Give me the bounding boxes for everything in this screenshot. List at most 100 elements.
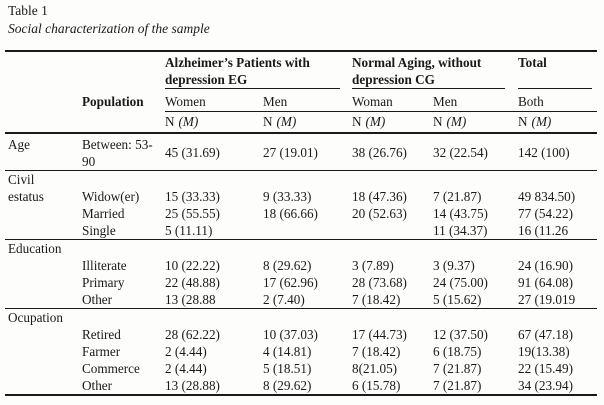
empty-cell bbox=[518, 309, 597, 327]
measure-cell: N (M) bbox=[433, 111, 519, 134]
value-cell: 27 (19.019 bbox=[518, 291, 598, 309]
section-label-row: Education bbox=[5, 239, 597, 309]
value-cell bbox=[263, 222, 352, 240]
value-cell: 8(21.05) bbox=[352, 361, 398, 376]
category-cell: Single bbox=[82, 222, 165, 240]
empty-cell bbox=[5, 93, 82, 112]
value-cell: 45 (31.69) bbox=[165, 133, 263, 171]
table-row: Illiterate 10 (22.22) 8 (29.62) 3 (7.89)… bbox=[5, 257, 597, 274]
value-cell: 6 (18.75) bbox=[433, 344, 482, 359]
table-row: Married 25 (55.55) 18 (66.66) 20 (52.63)… bbox=[5, 205, 597, 222]
value-cell: 34 (23.94) bbox=[518, 377, 598, 396]
empty-cell bbox=[165, 309, 263, 327]
empty-cell bbox=[263, 171, 352, 189]
group-header-cg: Normal Aging, without depression CG bbox=[352, 54, 506, 89]
column-header-cg-woman: Woman bbox=[352, 93, 433, 112]
value-cell: 67 (47.18) bbox=[518, 327, 573, 342]
value-cell: 7 (18.42) bbox=[352, 291, 433, 309]
value-cell bbox=[352, 222, 433, 240]
measure-m: (M) bbox=[446, 114, 467, 129]
value-cell: 8 (29.62) bbox=[263, 258, 312, 273]
measure-n: N bbox=[433, 114, 443, 129]
category-cell: Other bbox=[82, 291, 165, 309]
empty-cell bbox=[5, 111, 82, 134]
sample-characterization-table: Alzheimer’s Patients with depression EG … bbox=[5, 50, 598, 396]
table-number: Table 1 bbox=[8, 3, 48, 18]
value-cell: 7 (18.42) bbox=[352, 344, 401, 359]
measure-m: (M) bbox=[276, 114, 297, 129]
measure-n: N bbox=[263, 114, 273, 129]
value-cell: 49 834.50) bbox=[518, 189, 576, 204]
value-cell: 142 (100) bbox=[518, 133, 598, 171]
section-label: Age bbox=[5, 133, 82, 171]
value-cell: 19(13.38) bbox=[518, 344, 570, 359]
section-label-row: Civil estatus bbox=[5, 170, 597, 240]
value-cell: 5 (15.62) bbox=[433, 291, 519, 309]
measure-m: (M) bbox=[365, 114, 386, 129]
empty-cell bbox=[518, 171, 597, 189]
value-cell: 4 (14.81) bbox=[263, 344, 312, 359]
value-cell: 5 (18.51) bbox=[263, 361, 312, 376]
section-label: Ocupation bbox=[5, 308, 82, 396]
group-header-total: Total bbox=[518, 54, 593, 89]
empty-cell bbox=[433, 171, 518, 189]
category-cell: Primary bbox=[82, 275, 125, 290]
group-header-eg: Alzheimer’s Patients with depression EG bbox=[165, 54, 340, 89]
measure-m: (M) bbox=[531, 114, 552, 129]
value-cell: 3 (7.89) bbox=[352, 258, 394, 273]
value-cell: 13 (28.88) bbox=[165, 377, 263, 396]
population-label: Population bbox=[82, 94, 144, 109]
empty-cell bbox=[165, 240, 263, 258]
table-row: Commerce 2 (4.44) 5 (18.51) 8(21.05) 7 (… bbox=[5, 360, 597, 377]
empty-cell bbox=[263, 309, 352, 327]
value-cell: 18 (47.36) bbox=[352, 189, 407, 204]
value-cell: 24 (75.00) bbox=[433, 275, 488, 290]
measure-row: N (M) N (M) N (M) N (M) N (M) bbox=[5, 111, 598, 134]
empty-cell bbox=[263, 240, 352, 258]
empty-cell bbox=[82, 111, 165, 134]
value-cell: 8 (29.62) bbox=[263, 377, 352, 396]
table-row: Single 5 (11.11) 11 (34.37) 16 (11.26 bbox=[5, 222, 598, 240]
category-cell: Retired bbox=[82, 327, 121, 342]
measure-n: N bbox=[165, 114, 175, 129]
column-header-eg-women: Women bbox=[165, 93, 263, 112]
measure-cell: N (M) bbox=[352, 111, 433, 134]
table-cell: Normal Aging, without depression CG bbox=[352, 50, 519, 93]
value-cell: 9 (33.33) bbox=[263, 189, 312, 204]
value-cell: 77 (54.22) bbox=[518, 206, 573, 221]
value-cell: 12 (37.50) bbox=[433, 327, 488, 342]
empty-cell bbox=[352, 240, 433, 258]
subheader-row: Population Women Men Woman Men Both bbox=[5, 93, 598, 112]
column-header-both: Both bbox=[518, 93, 598, 112]
empty-cell bbox=[82, 309, 165, 327]
value-cell: 10 (37.03) bbox=[263, 327, 318, 342]
empty-cell bbox=[82, 171, 165, 189]
table-row: Retired 28 (62.22) 10 (37.03) 17 (44.73)… bbox=[5, 326, 597, 343]
value-cell: 17 (62.96) bbox=[263, 275, 318, 290]
table-row: Farmer 2 (4.44) 4 (14.81) 7 (18.42) 6 (1… bbox=[5, 343, 597, 360]
table-row: Other 13 (28.88 2 (7.40) 7 (18.42) 5 (15… bbox=[5, 291, 598, 309]
value-cell: 11 (34.37) bbox=[433, 222, 519, 240]
value-cell: 25 (55.55) bbox=[165, 206, 220, 221]
value-cell: 20 (52.63) bbox=[352, 206, 407, 221]
value-cell: 6 (15.78) bbox=[352, 377, 433, 396]
empty-cell bbox=[5, 50, 82, 93]
table-cell: Alzheimer’s Patients with depression EG bbox=[165, 50, 352, 93]
value-cell: 28 (62.22) bbox=[165, 327, 220, 342]
value-cell: 14 (43.75) bbox=[433, 206, 488, 221]
category-cell: Farmer bbox=[82, 344, 121, 359]
section-label: Education bbox=[5, 239, 82, 309]
column-header-eg-men: Men bbox=[263, 93, 352, 112]
category-cell: Between: 53-90 bbox=[82, 133, 165, 171]
value-cell: 28 (73.68) bbox=[352, 275, 407, 290]
table-cell: Total bbox=[518, 50, 598, 93]
section-label: Civil estatus bbox=[5, 170, 82, 240]
category-cell: Commerce bbox=[82, 361, 140, 376]
measure-n: N bbox=[352, 114, 362, 129]
category-cell: Widow(er) bbox=[82, 189, 140, 204]
category-cell: Other bbox=[82, 377, 165, 396]
value-cell: 17 (44.73) bbox=[352, 327, 407, 342]
value-cell: 13 (28.88 bbox=[165, 291, 263, 309]
empty-cell bbox=[82, 240, 165, 258]
